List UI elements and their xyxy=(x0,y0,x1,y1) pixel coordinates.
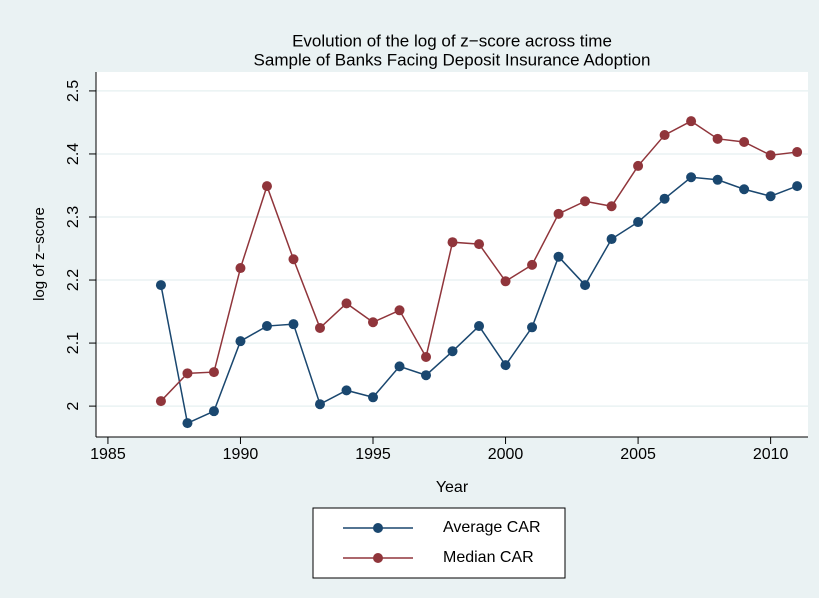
data-point xyxy=(739,184,750,195)
data-point xyxy=(686,172,697,183)
x-tick-label: 1990 xyxy=(223,446,259,463)
y-tick-label: 2.1 xyxy=(65,332,82,354)
data-point xyxy=(765,191,776,202)
data-point xyxy=(208,406,219,417)
data-point xyxy=(394,305,405,316)
data-point xyxy=(421,370,432,381)
data-point xyxy=(155,280,166,291)
y-tick-label: 2.4 xyxy=(65,143,82,165)
data-point xyxy=(421,351,432,362)
data-point xyxy=(553,251,564,262)
data-point xyxy=(155,396,166,407)
data-point xyxy=(633,160,644,171)
data-point xyxy=(527,259,538,270)
y-tick-label: 2.3 xyxy=(65,206,82,228)
data-point xyxy=(527,322,538,333)
data-point xyxy=(288,254,299,265)
data-point xyxy=(447,346,458,357)
data-point xyxy=(341,385,352,396)
legend-label: Average CAR xyxy=(443,519,541,536)
data-point xyxy=(474,239,485,250)
data-point xyxy=(765,150,776,161)
chart-subtitle: Sample of Banks Facing Deposit Insurance… xyxy=(254,50,651,69)
data-point xyxy=(182,368,193,379)
data-point xyxy=(314,322,325,333)
data-point xyxy=(447,237,458,248)
data-point xyxy=(580,280,591,291)
x-axis-label: Year xyxy=(436,479,469,496)
y-tick-label: 2.5 xyxy=(65,80,82,102)
data-point xyxy=(739,136,750,147)
data-point xyxy=(208,367,219,378)
data-point xyxy=(606,201,617,212)
x-tick-label: 2000 xyxy=(488,446,524,463)
data-point xyxy=(314,399,325,410)
data-point xyxy=(261,181,272,192)
data-point xyxy=(712,133,723,144)
data-point xyxy=(182,418,193,429)
legend xyxy=(312,507,566,579)
data-point xyxy=(394,361,405,372)
x-tick-label: 2005 xyxy=(620,446,656,463)
data-point xyxy=(235,263,246,274)
y-tick-label: 2.2 xyxy=(65,269,82,291)
x-tick-label: 1985 xyxy=(90,446,126,463)
data-point xyxy=(659,130,670,141)
legend-label: Median CAR xyxy=(443,549,534,566)
data-point xyxy=(633,217,644,228)
data-point xyxy=(368,317,379,328)
data-point xyxy=(368,392,379,403)
data-point xyxy=(580,196,591,207)
x-tick-label: 2010 xyxy=(753,446,789,463)
data-point xyxy=(261,321,272,332)
data-point xyxy=(792,147,803,158)
y-axis-label: log of z−score xyxy=(31,207,48,301)
y-tick-label: 2 xyxy=(65,402,82,411)
data-point xyxy=(474,321,485,332)
data-point xyxy=(606,234,617,245)
data-point xyxy=(792,181,803,192)
data-point xyxy=(235,336,246,347)
data-point xyxy=(712,174,723,185)
data-point xyxy=(553,208,564,219)
data-point xyxy=(288,319,299,330)
data-point xyxy=(500,360,511,371)
plot-area xyxy=(96,72,808,437)
data-point xyxy=(659,193,670,204)
data-point xyxy=(341,298,352,309)
data-point xyxy=(686,116,697,127)
legend-marker xyxy=(373,523,383,533)
x-tick-label: 1995 xyxy=(355,446,391,463)
legend-marker xyxy=(373,553,383,563)
chart-title: Evolution of the log of z−score across t… xyxy=(292,31,612,50)
data-point xyxy=(500,276,511,287)
